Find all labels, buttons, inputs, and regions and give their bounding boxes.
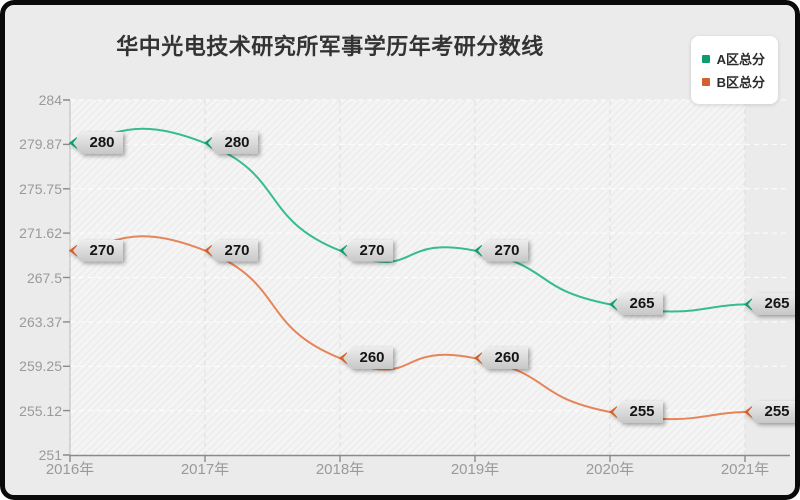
value-label-text: 255 [748,400,798,423]
value-label-0-4: 265 [609,293,663,316]
value-label-text: 270 [73,239,123,262]
value-label-text: 265 [613,293,663,316]
value-label-0-0: 280 [69,132,123,155]
y-axis-label: 284 [38,92,62,108]
value-label-text: 260 [343,347,393,370]
x-axis-label: 2021年 [720,461,770,478]
value-label-text: 270 [478,239,528,262]
y-axis-label: 279.87 [19,136,62,153]
value-label-0-1: 280 [204,132,258,155]
value-label-1-2: 260 [339,347,393,370]
x-axis-label: 2018年 [315,461,365,478]
value-label-text: 270 [343,239,393,262]
legend-marker-icon [701,54,710,63]
y-axis-label: 259.25 [19,358,62,375]
legend-label: B区总分 [716,75,765,90]
chart-title: 华中光电技术研究所军事学历年考研分数线 [116,34,544,59]
y-axis-label: 251 [38,447,62,463]
x-axis-label: 2019年 [450,461,500,478]
legend-item-1[interactable]: B区总分 [701,72,765,91]
y-axis-label: 271.62 [19,225,62,242]
y-axis-label: 255.12 [19,402,62,419]
value-label-text: 260 [478,347,528,370]
value-label-text: 270 [208,239,258,262]
legend-label: A区总分 [716,52,765,67]
series-line-0 [69,127,746,313]
x-axis-label: 2020年 [585,461,635,478]
value-label-1-4: 255 [609,400,663,423]
value-label-text: 265 [748,293,798,316]
legend[interactable]: A区总分 B区总分 [690,36,778,104]
x-axis-label: 2017年 [180,461,230,478]
value-label-1-5: 255 [744,400,798,423]
value-label-0-3: 270 [474,239,528,262]
value-label-text: 280 [73,132,123,155]
value-label-0-5: 265 [744,293,798,316]
y-axis-label: 275.75 [19,180,62,197]
value-label-1-3: 260 [474,347,528,370]
value-label-0-2: 270 [339,239,393,262]
y-axis-label: 263.37 [19,313,62,330]
legend-item-0[interactable]: A区总分 [701,49,765,68]
value-label-text: 280 [208,132,258,155]
x-axis-label: 2016年 [45,461,95,478]
series-line-1 [69,235,746,421]
value-label-1-0: 270 [69,239,123,262]
value-label-1-1: 270 [204,239,258,262]
legend-marker-icon [701,77,710,86]
value-label-text: 255 [613,400,663,423]
y-axis-label: 267.5 [26,269,62,286]
